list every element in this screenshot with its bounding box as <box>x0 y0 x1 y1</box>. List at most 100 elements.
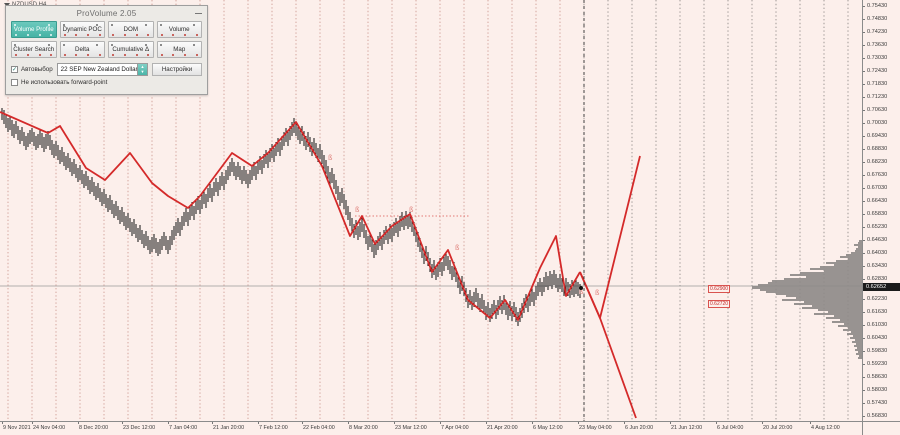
provolume-panel[interactable]: ProVolume 2.05 Volume Profile Dynamic PO… <box>5 5 208 95</box>
time-tick: 21 Jan 20:00 <box>211 422 245 431</box>
price-tag-lower[interactable]: 0.62720 <box>708 300 731 308</box>
volume-button[interactable]: Volume <box>156 21 202 38</box>
price-tick: 0.69430 <box>863 132 900 141</box>
autoselect-check-icon: ✓ <box>11 66 18 73</box>
btn-dot-icon <box>62 43 65 46</box>
volume-profile-button[interactable]: Volume Profile <box>11 21 57 38</box>
settings-label: Настройки <box>161 66 193 73</box>
price-tick: 0.66430 <box>863 197 900 206</box>
price-tag-lower-label: 0.62720 <box>710 300 729 307</box>
btn-dot-icon <box>47 43 50 46</box>
price-tick: 0.58030 <box>863 386 900 395</box>
price-scale[interactable]: 0.75430 0.74830 0.74230 0.73630 0.73030 … <box>862 0 900 421</box>
price-tick: 0.59230 <box>863 360 900 369</box>
time-scale[interactable]: 9 Nov 2021 24 Nov 04:00 8 Dec 20:00 23 D… <box>0 421 862 435</box>
btn-dot-icon <box>47 23 50 26</box>
cluster-search-button[interactable]: Cluster Search <box>11 41 57 58</box>
price-tick: 0.73030 <box>863 54 900 63</box>
panel-titlebar[interactable]: ProVolume 2.05 <box>6 6 207 21</box>
price-tick: 0.61030 <box>863 321 900 330</box>
price-tick: 0.63430 <box>863 262 900 271</box>
current-price-label: 0.62652 <box>863 283 900 291</box>
btn-dot-icon <box>144 43 147 46</box>
price-tick: 0.71230 <box>863 93 900 102</box>
settings-button[interactable]: Настройки <box>152 63 202 76</box>
map-label: Map <box>173 46 186 53</box>
map-button[interactable]: Map <box>156 41 202 58</box>
time-tick: 7 Apr 04:00 <box>440 422 469 431</box>
spinner-up-icon[interactable]: ▲ <box>140 64 145 69</box>
dynamic-poc-button[interactable]: Dynamic POC <box>59 21 105 38</box>
time-tick: 9 Nov 2021 <box>2 422 31 431</box>
forward-point-label: Не использовать forward-point <box>21 79 108 86</box>
wave-marker: ß <box>409 206 414 214</box>
price-tick: 0.59830 <box>863 347 900 356</box>
price-tick: 0.71830 <box>863 80 900 89</box>
spinner-down-icon[interactable]: ▼ <box>140 69 145 74</box>
time-tick: 6 May 12:00 <box>532 422 563 431</box>
panel-button-row-2: Cluster Search Delta Cumulative Δ Map <box>6 41 207 61</box>
btn-dot-icon <box>96 23 98 26</box>
scale-corner <box>862 421 900 435</box>
price-tick: 0.65830 <box>863 210 900 219</box>
btn-dot-icon <box>14 43 16 46</box>
time-tick: 6 Jul 04:00 <box>715 422 744 431</box>
minimize-icon[interactable] <box>195 13 202 14</box>
price-tick: 0.62830 <box>863 275 900 284</box>
symbol-spinner[interactable]: ▲ ▼ <box>137 64 147 75</box>
btn-marks-icon <box>15 34 53 36</box>
time-tick: 4 Aug 12:00 <box>810 422 840 431</box>
price-tick: 0.62230 <box>863 295 900 304</box>
dynamic-poc-label: Dynamic POC <box>62 26 102 33</box>
price-tag-upper-label: 0.62900 <box>710 285 729 292</box>
time-tick: 7 Feb 12:00 <box>258 422 288 431</box>
price-tick: 0.70630 <box>863 106 900 115</box>
dom-button[interactable]: DOM <box>108 21 154 38</box>
btn-marks-icon <box>160 54 199 56</box>
forward-point-checkbox[interactable]: Не использовать forward-point <box>11 79 202 86</box>
time-tick: 8 Mar 20:00 <box>348 422 378 431</box>
autoselect-checkbox[interactable]: ✓ Автовыбор <box>11 66 53 73</box>
price-tick: 0.67630 <box>863 171 900 180</box>
panel-forward-row: Не использовать forward-point <box>6 77 207 88</box>
btn-marks-icon <box>63 54 102 56</box>
elliott-trendline-historical <box>0 111 581 321</box>
price-tick: 0.58630 <box>863 373 900 382</box>
btn-dot-icon <box>159 23 162 26</box>
price-tick: 0.64030 <box>863 249 900 258</box>
forward-point-check-icon <box>11 79 18 86</box>
btn-marks-icon <box>160 34 199 36</box>
price-tick: 0.61630 <box>863 308 900 317</box>
cluster-search-label: Cluster Search <box>13 46 55 53</box>
wave-marker-group: ß ß ß ß ß ß <box>328 154 600 297</box>
btn-dot-icon <box>193 23 195 26</box>
dom-label: DOM <box>123 26 138 33</box>
time-tick: 21 Jun 12:00 <box>669 422 703 431</box>
time-tick: 23 Dec 12:00 <box>121 422 156 431</box>
price-tick: 0.70030 <box>863 119 900 128</box>
btn-dot-icon <box>96 43 98 46</box>
price-tick: 0.64630 <box>863 236 900 245</box>
delta-button[interactable]: Delta <box>59 41 105 58</box>
cumulative-delta-label: Cumulative Δ <box>112 46 150 53</box>
time-tick: 20 Jul 20:00 <box>761 422 793 431</box>
time-tick: 21 Apr 20:00 <box>486 422 518 431</box>
wave-marker: ß <box>328 154 333 162</box>
price-tag-upper[interactable]: 0.62900 <box>708 285 731 293</box>
cumulative-delta-button[interactable]: Cumulative Δ <box>108 41 154 58</box>
btn-dot-icon <box>111 43 113 46</box>
btn-dot-icon <box>159 43 162 46</box>
wave-marker: ß <box>579 288 584 296</box>
btn-marks-icon <box>15 54 53 56</box>
btn-dot-icon <box>62 23 65 26</box>
price-tick: 0.65230 <box>863 223 900 232</box>
btn-marks-icon <box>112 54 150 56</box>
time-tick: 6 Jun 20:00 <box>623 422 654 431</box>
price-tick: 0.67030 <box>863 184 900 193</box>
btn-dot-icon <box>111 23 113 26</box>
time-tick: 23 May 04:00 <box>578 422 612 431</box>
symbol-select[interactable]: 22 SEP New Zealand Dollar ▲ ▼ <box>56 63 148 76</box>
price-tick: 0.74230 <box>863 28 900 37</box>
time-tick: 22 Feb 04:00 <box>302 422 335 431</box>
